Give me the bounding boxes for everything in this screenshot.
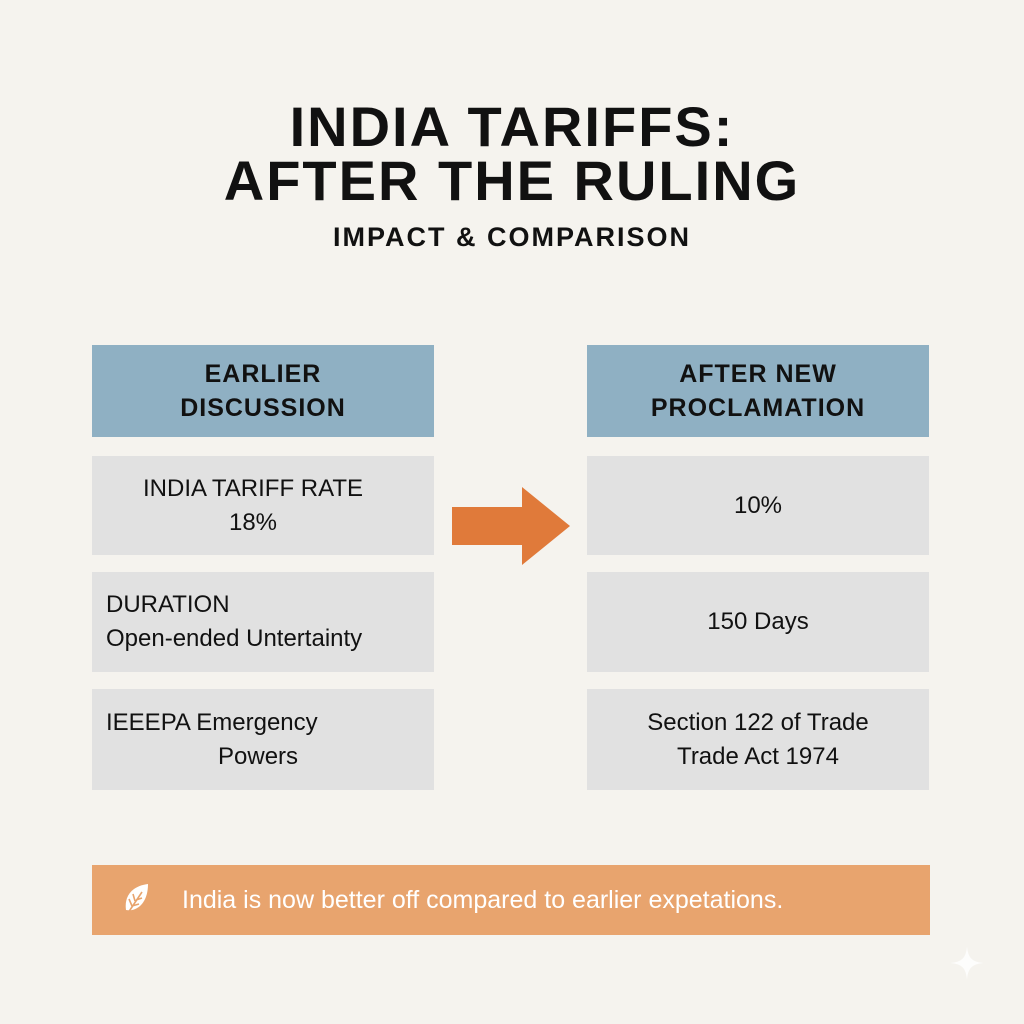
right-header-line-2: PROCLAMATION xyxy=(650,394,866,422)
left-cell-duration: DURATION Open-ended Untertainty xyxy=(92,572,434,672)
left-header-line-1: EARLIER xyxy=(204,360,322,388)
cell-line-2: Trade Act 1974 xyxy=(677,742,839,770)
title-line-2: AFTER THE RULING xyxy=(223,149,801,212)
cell-label: INDIA TARIFF RATE xyxy=(142,474,364,502)
cell-value: 18% xyxy=(228,508,278,536)
cell-line-2: Powers xyxy=(218,742,299,770)
right-cell-duration: 150 Days xyxy=(587,572,929,672)
cell-line-1: Section 122 of Trade xyxy=(647,708,869,736)
left-column-header: EARLIER DISCUSSION xyxy=(92,345,434,437)
leaf-icon xyxy=(125,884,148,917)
title-line-1: INDIA TARIFFS: xyxy=(289,95,735,158)
right-cell-authority: Section 122 of Trade Trade Act 1974 xyxy=(587,689,929,790)
left-header-line-2: DISCUSSION xyxy=(180,394,346,422)
left-cell-tariff-rate: INDIA TARIFF RATE 18% xyxy=(92,456,434,555)
subtitle: IMPACT & COMPARISON xyxy=(333,222,691,252)
cell-label: DURATION xyxy=(106,591,230,618)
right-column-header: AFTER NEW PROCLAMATION xyxy=(587,345,929,437)
right-arrow-icon xyxy=(452,487,570,565)
cell-value: 150 Days xyxy=(707,608,809,635)
banner-text: India is now better off compared to earl… xyxy=(182,885,784,914)
right-cell-tariff-rate: 10% xyxy=(587,456,929,555)
left-cell-authority: IEEEPA Emergency Powers xyxy=(92,689,434,790)
cell-value: 10% xyxy=(733,491,783,519)
conclusion-banner: India is now better off compared to earl… xyxy=(92,865,930,935)
right-header-line-1: AFTER NEW xyxy=(679,360,837,388)
cell-line-1: IEEEPA Emergency xyxy=(106,708,318,736)
sparkle-icon xyxy=(950,946,984,980)
cell-value: Open-ended Untertainty xyxy=(106,625,363,652)
